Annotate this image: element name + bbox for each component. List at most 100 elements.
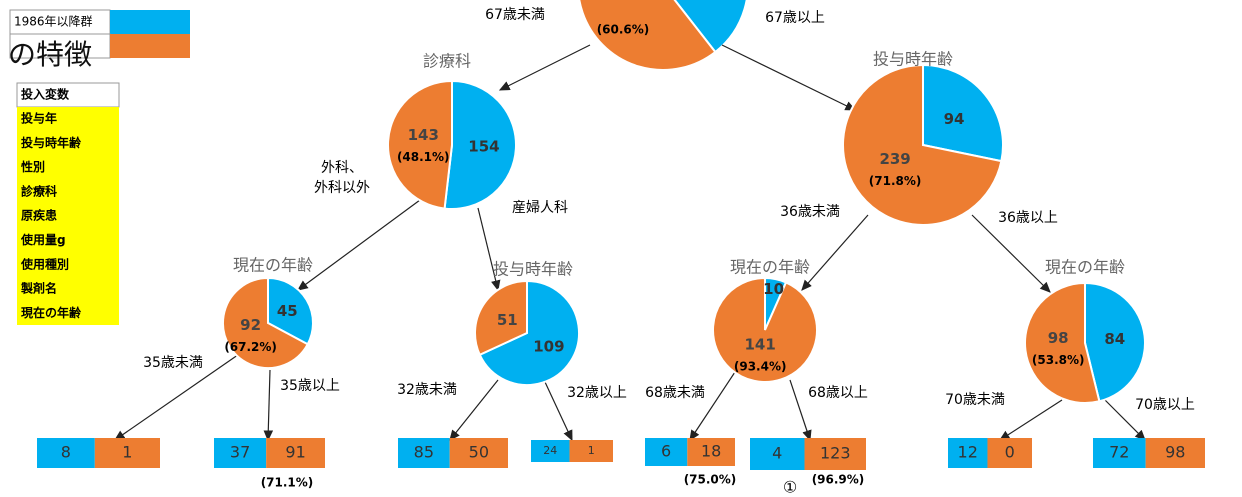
pie-slice-orange	[712, 276, 818, 383]
node-title: 投与時年齢	[493, 260, 573, 279]
var-list-box	[17, 107, 119, 325]
leaf-percent: (71.1%)	[261, 476, 314, 490]
legend-box	[9, 33, 111, 59]
pie-percent: (71.8%)	[869, 174, 922, 188]
title: の特徴	[8, 38, 92, 71]
leaf-count: 37	[230, 443, 250, 462]
var-item: 製剤名	[20, 281, 57, 296]
pie-slice-blue	[478, 279, 580, 386]
leaf-blue	[37, 438, 95, 468]
leaf-orange	[569, 440, 613, 462]
leaf-count: 6	[661, 442, 671, 461]
node-title: 診療科	[423, 52, 471, 71]
pie-slice-orange	[387, 79, 453, 210]
leaf-count: 91	[285, 443, 305, 462]
leaf-orange	[1145, 438, 1205, 468]
pie-count: 51	[497, 311, 518, 329]
branch-label: 産婦人科	[512, 199, 568, 216]
leaf-count: 123	[820, 444, 851, 463]
pie-count: 92	[240, 316, 261, 334]
branch-label: 35歳以上	[280, 378, 340, 394]
pie-count: 94	[944, 110, 965, 128]
root-pie-blue	[673, 0, 748, 54]
node-title: 現在の年齢	[730, 258, 810, 277]
pie-slice-orange	[1024, 281, 1101, 404]
node-title: 現在の年齢	[1045, 258, 1125, 277]
var-header: 投入変数	[21, 87, 70, 102]
pie-slice-orange	[474, 279, 528, 357]
leaf-count: 0	[1005, 443, 1015, 462]
var-item: 性別	[20, 159, 45, 174]
pie-count: 154	[468, 137, 499, 155]
leaf-orange	[449, 438, 508, 468]
pie-count: 141	[745, 335, 776, 353]
leaf-orange	[987, 438, 1032, 468]
leaf-count: 18	[701, 442, 721, 461]
legend-label: 1986年以降群	[14, 15, 93, 29]
var-item: 診療科	[21, 183, 57, 198]
leaf-count: 4	[772, 444, 782, 463]
leaf-percent: (96.9%)	[812, 473, 865, 487]
leaf-blue	[948, 438, 988, 468]
pie-slice-orange	[842, 63, 1003, 226]
branch-label: 36歳以上	[998, 210, 1058, 226]
branch-label: 68歳未満	[645, 385, 705, 401]
branch-label: 35歳未満	[143, 355, 203, 371]
var-item: 投与時年齢	[21, 135, 82, 150]
pie-slice-blue	[443, 79, 517, 210]
branch-label: 70歳以上	[1135, 397, 1195, 413]
root-percent: (60.6%)	[597, 23, 650, 37]
node-title: 現在の年齢	[233, 256, 313, 275]
pie-percent: (67.2%)	[224, 340, 277, 354]
branch-label: 68歳以上	[808, 385, 868, 401]
pie-slice-blue	[267, 276, 314, 346]
pie-count: 143	[408, 126, 439, 144]
leaf-blue	[645, 438, 688, 466]
pie-slice-blue	[922, 63, 1004, 163]
pie-count: 45	[277, 302, 298, 320]
var-item: 投与年	[21, 111, 57, 126]
branch-label: 67歳未満	[485, 7, 545, 23]
legend-swatch	[110, 10, 190, 34]
leaf-orange	[687, 438, 735, 466]
leaf-blue	[214, 438, 267, 468]
leaf-blue	[750, 438, 805, 470]
leaf-blue	[398, 438, 450, 468]
pie-slice-blue	[1084, 281, 1146, 403]
pie-percent: (93.4%)	[734, 359, 787, 373]
leaf-count: 72	[1109, 443, 1129, 462]
branch-label: 36歳未満	[780, 204, 840, 220]
branch-label: 70歳未満	[945, 392, 1005, 408]
legend-swatch	[110, 34, 190, 58]
leaf-orange	[94, 438, 160, 468]
pie-percent: (48.1%)	[397, 150, 450, 164]
node-title: 投与時年齢	[873, 50, 953, 69]
leaf-blue	[1093, 438, 1146, 468]
leaf-count: 85	[414, 443, 434, 462]
leaf-percent: (75.0%)	[684, 473, 737, 487]
pie-count: 10	[763, 280, 784, 298]
pie-count: 109	[533, 338, 564, 356]
leaf-orange	[804, 438, 866, 470]
var-header-box	[16, 82, 120, 108]
leaf-count: 1	[588, 444, 595, 457]
branch-label: 外科、	[321, 160, 363, 176]
var-item: 使用量g	[20, 232, 66, 247]
pie-percent: (53.8%)	[1032, 353, 1085, 367]
branch-label: 外科以外	[314, 180, 370, 196]
leaf-orange	[266, 438, 325, 468]
leaf-count: 12	[958, 443, 978, 462]
branch-label: 67歳以上	[765, 10, 825, 26]
leaf-mark: ①	[783, 478, 797, 497]
pie-slice-orange	[222, 276, 309, 369]
leaf-count: 98	[1165, 443, 1185, 462]
leaf-count: 8	[61, 443, 71, 462]
pie-count: 239	[879, 150, 910, 168]
var-item: 使用種別	[20, 256, 69, 271]
leaf-count: 24	[543, 444, 557, 457]
legend-box	[9, 9, 111, 35]
leaf-count: 1	[122, 443, 132, 462]
pie-count: 98	[1048, 329, 1069, 347]
leaf-blue	[531, 440, 570, 462]
branch-label: 32歳未満	[397, 382, 457, 398]
